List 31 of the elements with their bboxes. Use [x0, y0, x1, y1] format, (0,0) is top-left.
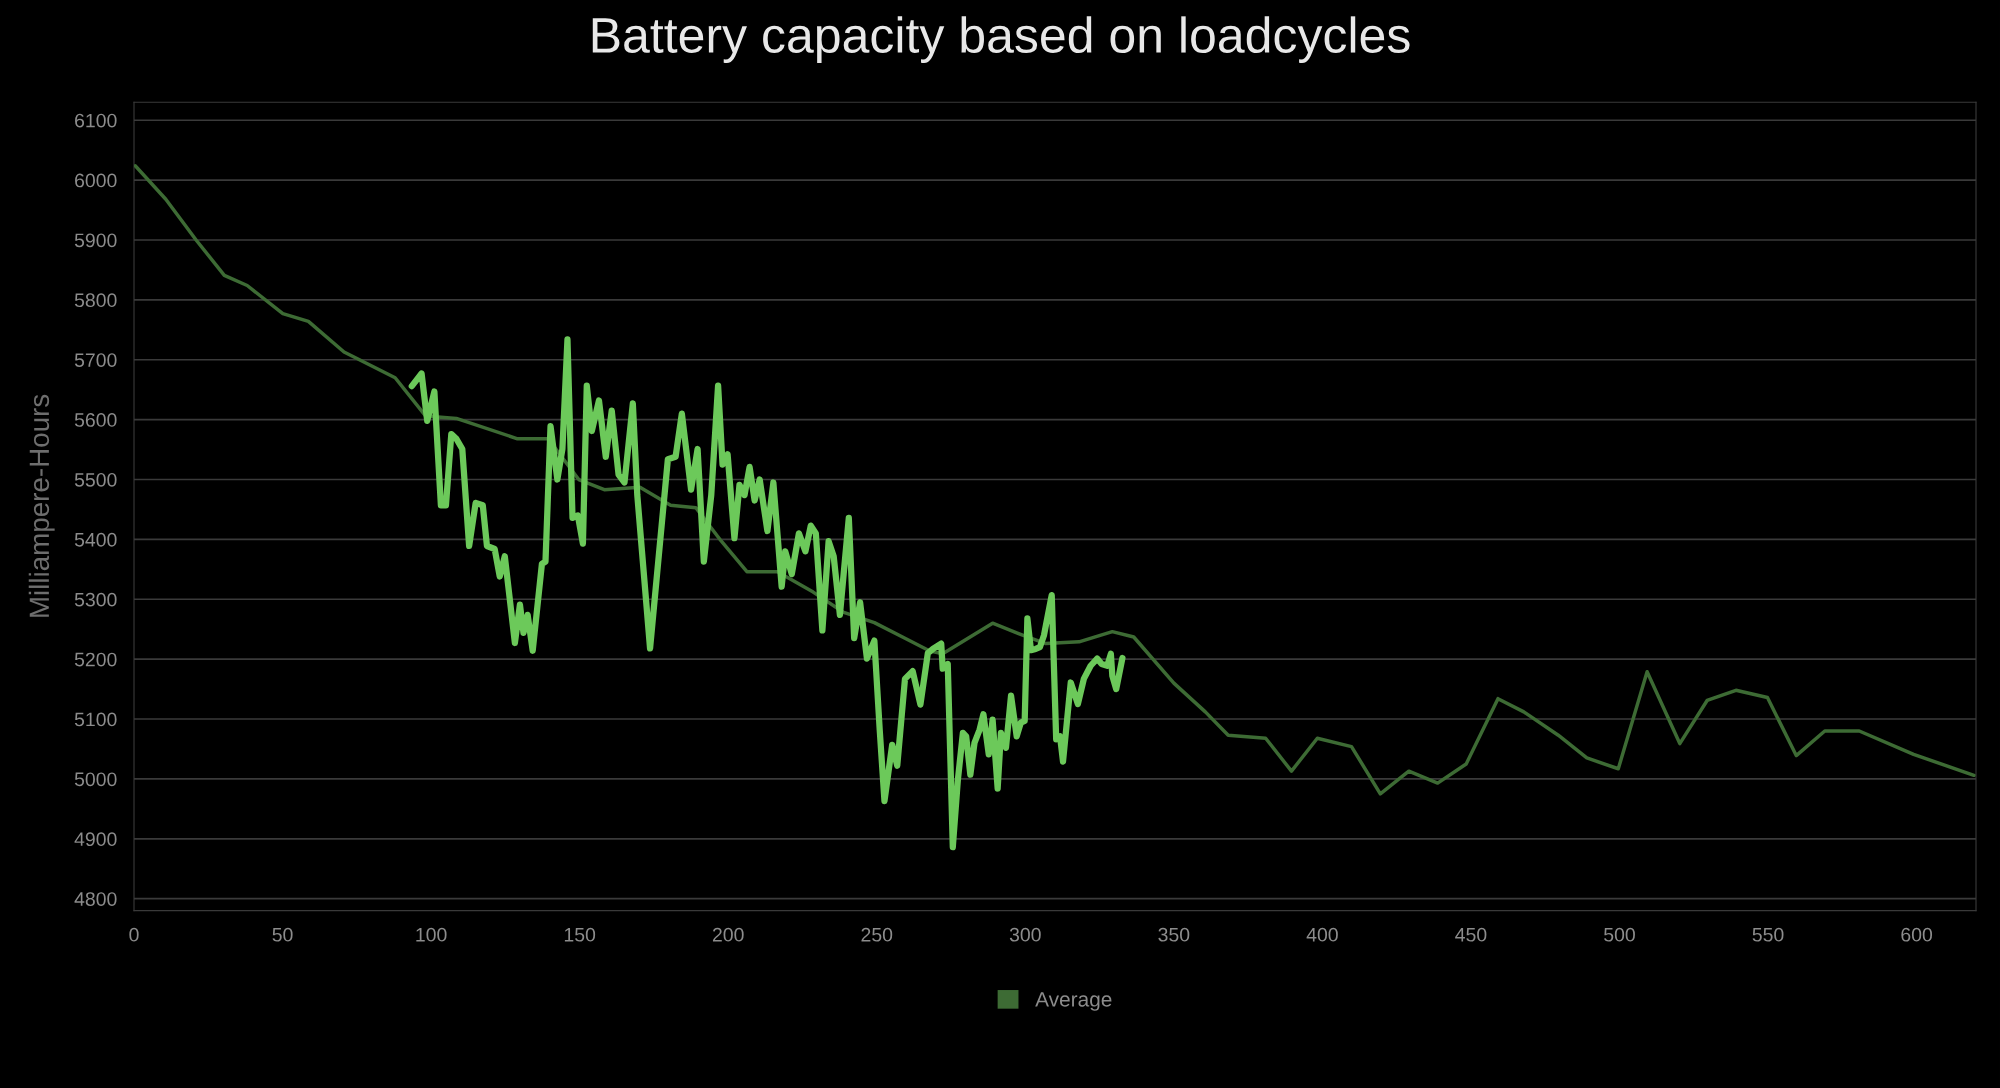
x-tick-label: 200 [712, 927, 744, 942]
x-tick-label: 250 [861, 927, 893, 942]
y-tick-label: 5900 [74, 233, 117, 248]
chart-title: Battery capacity based on loadcycles [592, 16, 1410, 63]
legend-label: Average [1035, 992, 1112, 1011]
y-tick-label: 6100 [75, 113, 117, 128]
y-axis-title: Milliampere-Hours [28, 394, 55, 617]
x-tick-label: 150 [564, 927, 596, 942]
x-tick-label: 450 [1455, 927, 1487, 942]
y-tick-label: 5600 [74, 413, 117, 427]
x-tick-label: 0 [129, 927, 139, 942]
x-tick-label: 300 [1009, 927, 1041, 942]
x-tick-label: 600 [1901, 927, 1933, 942]
x-tick-label: 550 [1752, 927, 1784, 942]
y-tick-label: 5500 [74, 472, 117, 487]
y-tick-label: 4900 [74, 832, 117, 847]
y-tick-label: 5300 [74, 592, 117, 607]
x-tick-label: 50 [272, 927, 293, 942]
x-tick-label: 500 [1604, 927, 1635, 942]
y-tick-label: 4800 [74, 892, 117, 906]
line-series [134, 164, 1976, 796]
x-tick-label: 400 [1306, 927, 1338, 942]
y-tick-label: 5700 [74, 353, 117, 367]
y-tick-label: 5200 [74, 652, 117, 667]
y-tick-label: 6000 [75, 173, 117, 188]
x-tick-label: 100 [416, 927, 447, 942]
y-tick-label: 5800 [74, 293, 117, 308]
y-tick-label: 5400 [74, 532, 117, 547]
x-tick-label: 350 [1158, 927, 1190, 942]
y-tick-label: 5000 [74, 772, 117, 787]
y-tick-label: 5100 [74, 712, 117, 727]
